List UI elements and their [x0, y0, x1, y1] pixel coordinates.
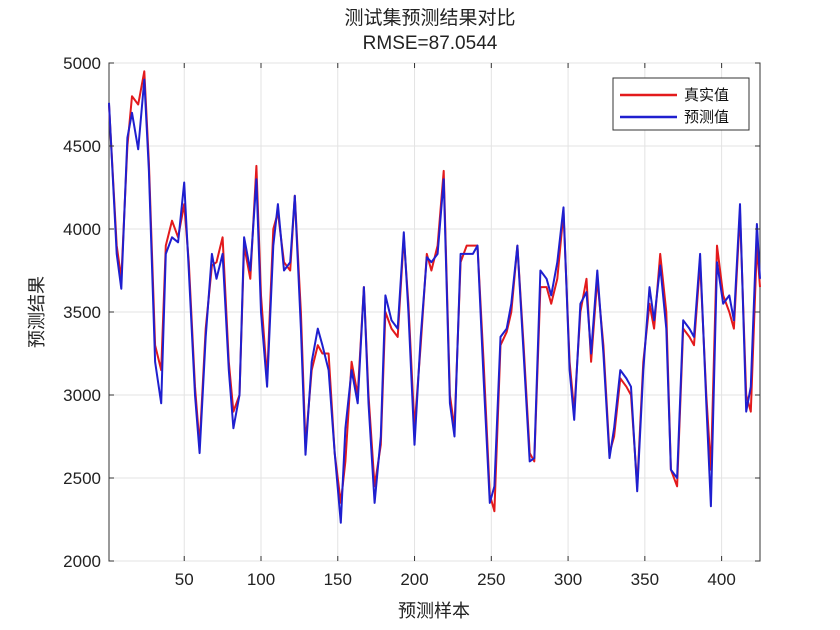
- legend: 真实值 预测值: [612, 77, 750, 131]
- chart-title: 测试集预测结果对比: [344, 7, 515, 29]
- y-tick-label: 5000: [63, 54, 101, 73]
- x-tick-label: 350: [631, 570, 659, 589]
- x-tick-label: 300: [554, 570, 582, 589]
- x-tick-label: 200: [400, 570, 428, 589]
- plot-area: 50 100 150 200 250 300 350 400 2000 2500 3000 3500…: [63, 54, 761, 589]
- y-tick-label: 4500: [63, 137, 101, 156]
- legend-box: [612, 77, 750, 131]
- x-tick-label: 150: [324, 570, 352, 589]
- y-tick-label: 2000: [63, 552, 101, 571]
- y-tick-label: 2500: [63, 469, 101, 488]
- y-tick-label: 3000: [63, 386, 101, 405]
- x-tick-label: 400: [707, 570, 735, 589]
- y-tick-label: 3500: [63, 303, 101, 322]
- legend-label-real: 真实值: [684, 86, 729, 104]
- x-tick-label: 250: [477, 570, 505, 589]
- y-axis: 2000 2500 3000 3500 4000 4500 5000: [63, 54, 760, 571]
- y-axis-label: 预测结果: [27, 276, 48, 348]
- grid: [109, 62, 760, 562]
- legend-label-pred: 预测值: [684, 108, 729, 126]
- x-axis-label: 预测样本: [398, 601, 470, 622]
- x-axis: 50 100 150 200 250 300 350 400: [175, 63, 736, 589]
- series-line-pred: [108, 78, 761, 524]
- x-tick-label: 50: [175, 570, 194, 589]
- x-tick-label: 100: [247, 570, 275, 589]
- y-tick-label: 4000: [63, 220, 101, 239]
- series-layer: [108, 70, 761, 524]
- chart-subtitle: RMSE=87.0544: [363, 33, 498, 54]
